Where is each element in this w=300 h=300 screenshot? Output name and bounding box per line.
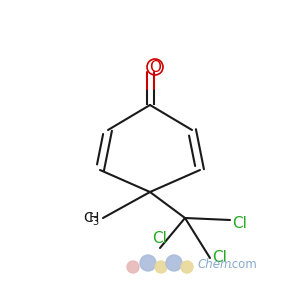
Circle shape [155,261,167,273]
Text: C: C [83,211,93,225]
Text: O: O [149,59,161,74]
Text: Cl: Cl [153,231,167,246]
Text: H: H [88,211,99,225]
Circle shape [166,255,182,271]
Text: 3: 3 [92,217,98,227]
Circle shape [181,261,193,273]
Text: .com: .com [229,259,258,272]
Circle shape [127,261,139,273]
Text: Cl: Cl [212,250,227,266]
Text: Chem: Chem [198,259,232,272]
Text: Cl: Cl [232,216,247,231]
Circle shape [140,255,156,271]
